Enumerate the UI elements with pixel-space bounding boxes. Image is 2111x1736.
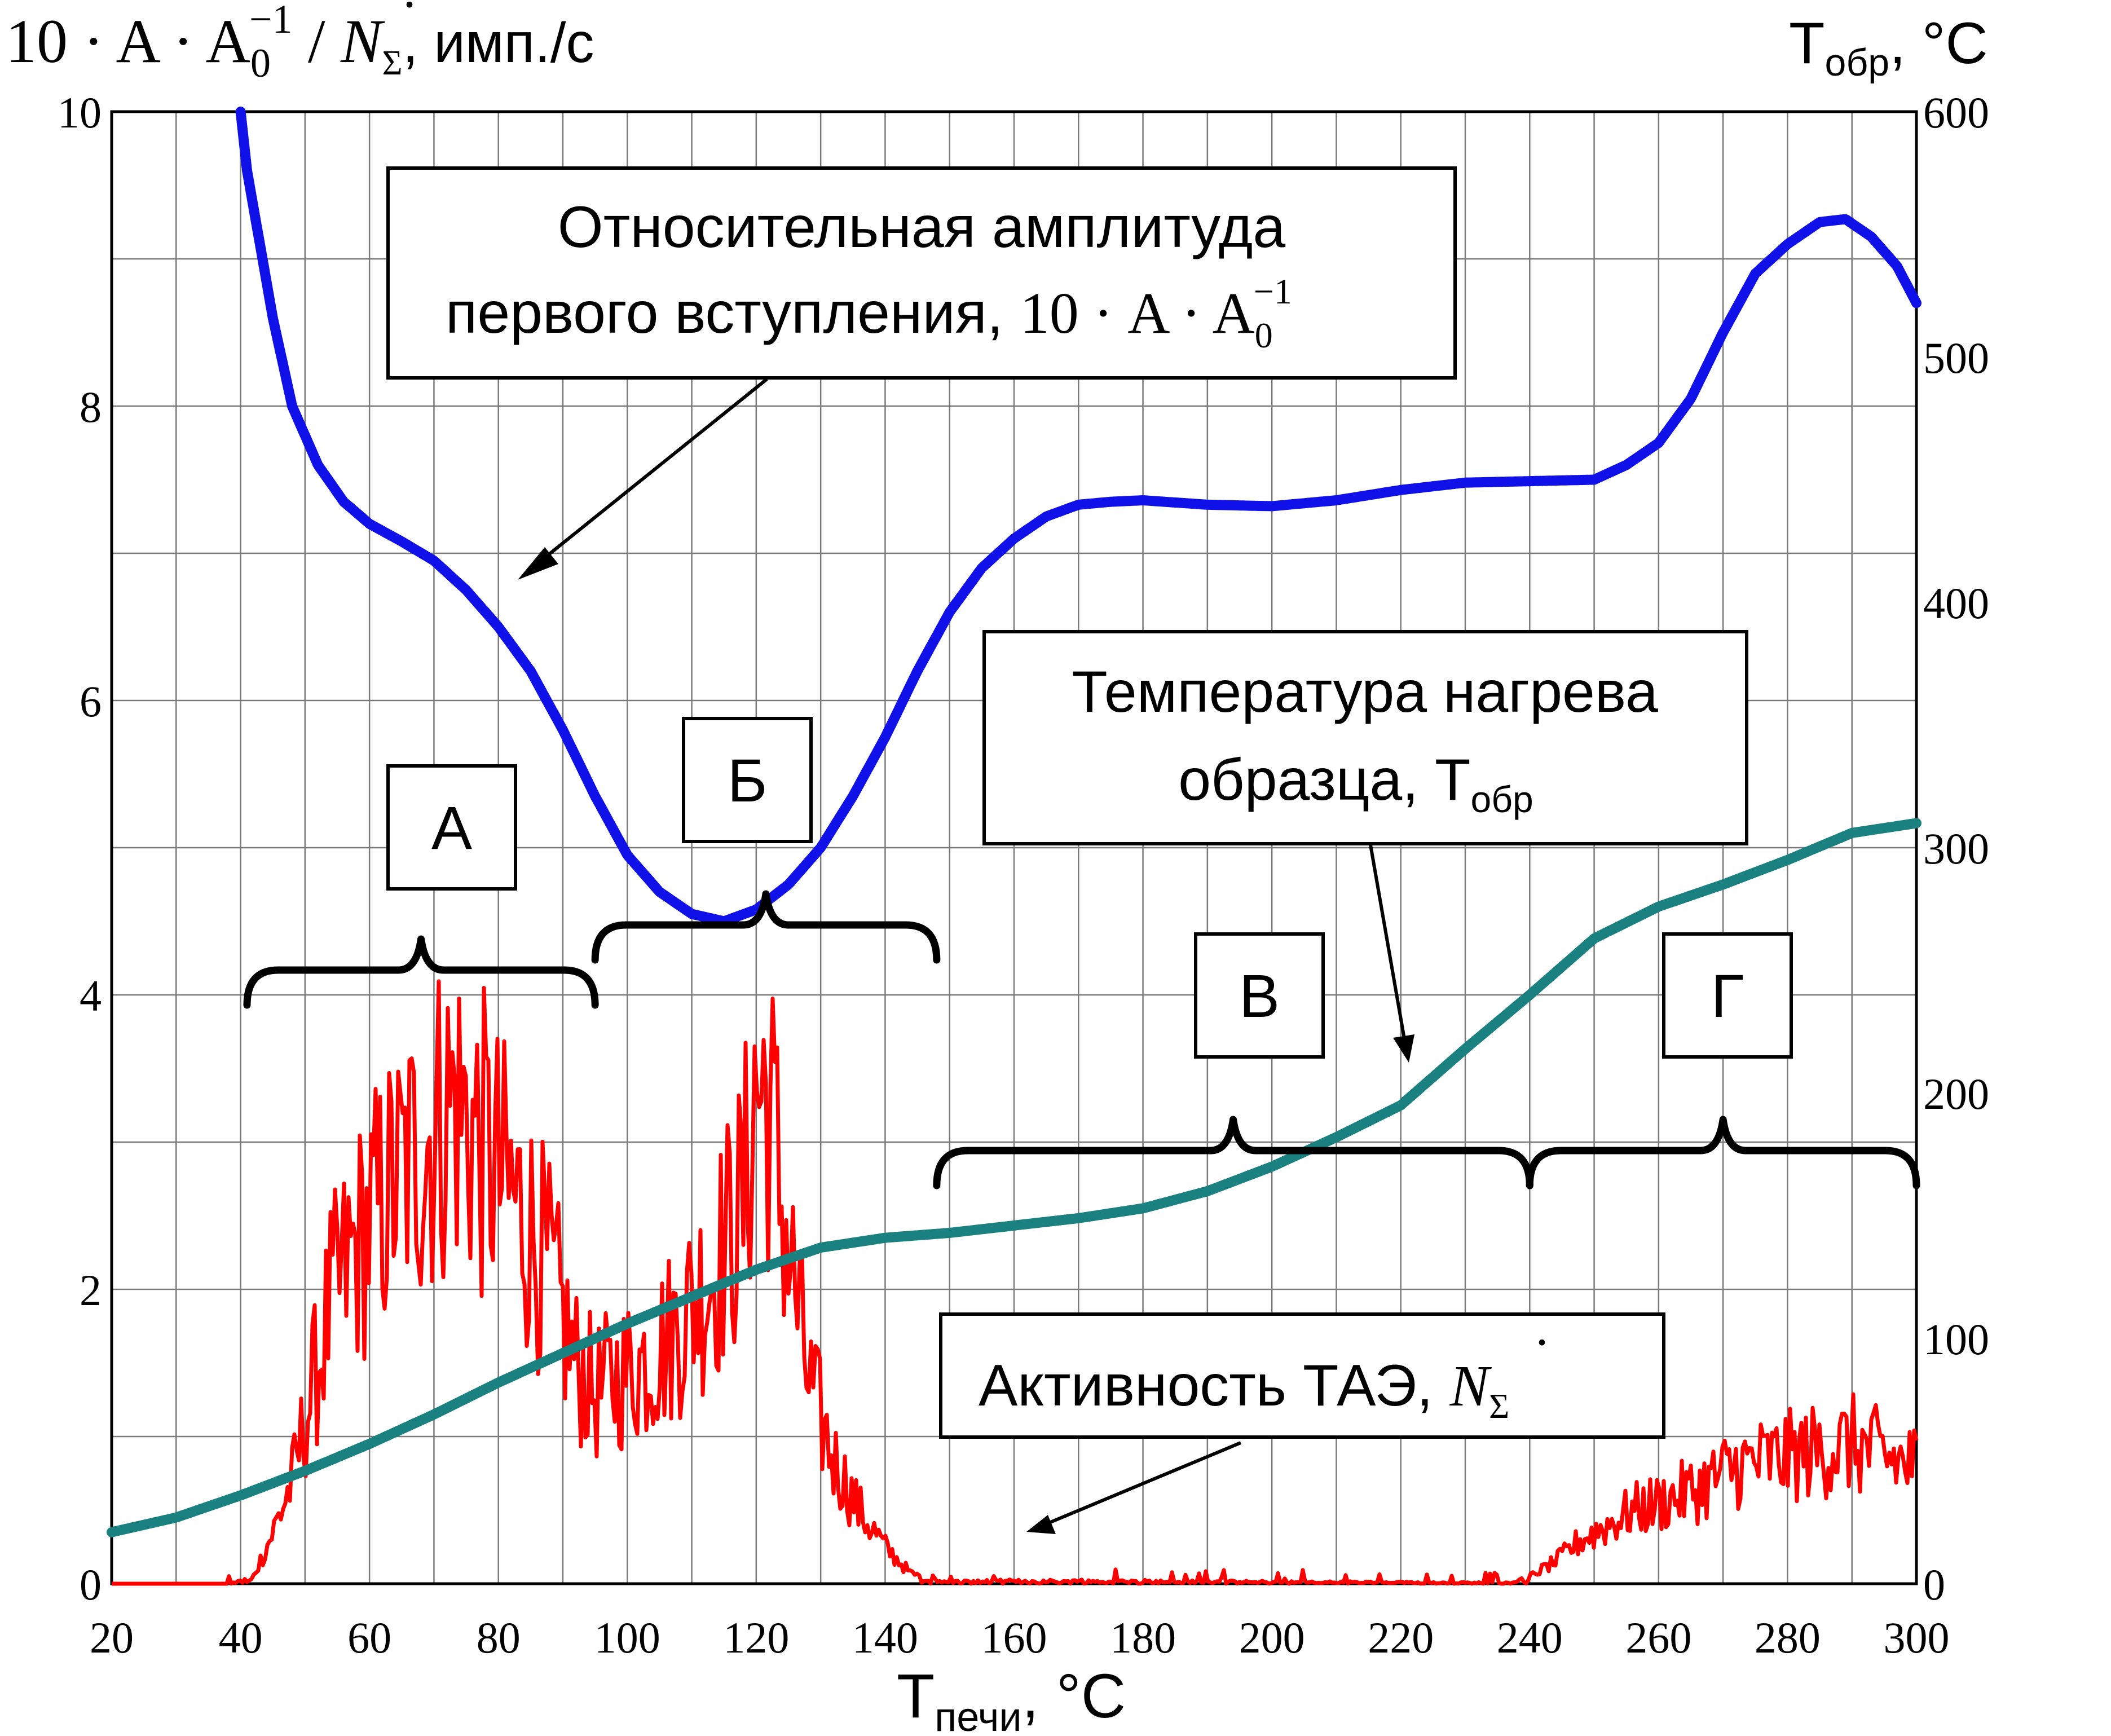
activity-annotation-box [939, 1312, 1665, 1439]
x-tick-label: 20 [90, 1613, 134, 1662]
tick-labels: 20 40 60 80 100 120 140 160 180 200 220 240 260 280 30… [58, 88, 1989, 1662]
activity-annotation-dot: · [1533, 1315, 1550, 1371]
y-left-axis-title: 10 · A · A0−1 / NΣ, имп./с [6, 0, 594, 86]
y-left-tick-label: 8 [80, 382, 102, 431]
activity-arrowhead [1026, 1515, 1056, 1534]
temperature-arrowhead [1393, 1034, 1414, 1063]
x-tick-label: 120 [723, 1613, 789, 1662]
region-label-box [1662, 932, 1793, 1059]
y-right-tick-label: 100 [1923, 1315, 1989, 1364]
temperature-annotation: Температура нагрева образца, Tобр [982, 630, 1748, 1063]
y-left-tick-label: 4 [80, 971, 102, 1020]
amplitude-annotation-line1: Относительная амплитуда [558, 195, 1286, 260]
x-tick-label: 40 [219, 1613, 263, 1662]
x-tick-label: 260 [1625, 1613, 1691, 1662]
region-label: Г [1711, 962, 1744, 1030]
amplitude-annotation-line2: первого вступления, 10 · A · A0−1 [446, 271, 1292, 355]
x-tick-label: 220 [1368, 1613, 1434, 1662]
x-tick-label: 100 [594, 1613, 660, 1662]
amplitude-arrowhead [518, 547, 558, 580]
series-amplitude [235, 107, 1922, 927]
region-brace [243, 935, 599, 1009]
y-right-tick-label: 200 [1923, 1069, 1989, 1118]
y-right-axis-title: Tобр, °C [1789, 11, 1988, 84]
x-tick-label: 80 [477, 1613, 521, 1662]
x-tick-label: 180 [1110, 1613, 1176, 1662]
temperature-annotation-box [982, 630, 1748, 845]
x-tick-label: 140 [852, 1613, 918, 1662]
y-right-tick-label: 0 [1923, 1560, 1945, 1609]
region-label: А [431, 794, 472, 862]
x-tick-label: 280 [1755, 1613, 1821, 1662]
amplitude-annotation-box [386, 166, 1457, 380]
temperature-arrow [1369, 844, 1406, 1039]
amplitude-annotation: Относительная амплитуда первого вступлен… [386, 166, 1457, 580]
series-sample-temperature [107, 818, 1922, 1537]
y-right-tick-label: 600 [1923, 88, 1989, 137]
x-tick-label: 60 [347, 1613, 391, 1662]
x-tick-label: 300 [1884, 1613, 1950, 1662]
region-label-box [1194, 932, 1325, 1059]
region-label: Б [728, 746, 768, 814]
y-left-tick-label: 0 [80, 1560, 102, 1609]
x-tick-label: 160 [981, 1613, 1047, 1662]
y-right-tick-label: 500 [1923, 333, 1989, 382]
y-left-tick-label: 6 [80, 677, 102, 726]
region-brace [591, 890, 941, 964]
y-left-tick-label: 10 [58, 88, 102, 137]
series-activity [112, 979, 1919, 1586]
y-left-tick-label: 2 [80, 1266, 102, 1315]
regions: А Б В Г [243, 717, 1920, 1189]
temperature-annotation-line2: образца, Tобр [1178, 747, 1533, 820]
region-brace [933, 1116, 1533, 1189]
x-tick-label: 200 [1239, 1613, 1305, 1662]
x-axis-title: Tпечи, °C [897, 1662, 1126, 1736]
region-label-box [682, 717, 813, 843]
activity-annotation: Активность ТАЭ, NΣ · [939, 1312, 1665, 1534]
region-brace [1526, 1116, 1920, 1189]
y-right-tick-label: 400 [1923, 579, 1989, 628]
amplitude-arrow [536, 377, 768, 566]
y-right-tick-label: 300 [1923, 824, 1989, 873]
activity-annotation-text: Активность ТАЭ, NΣ [979, 1353, 1509, 1426]
region-label: В [1239, 962, 1280, 1030]
activity-arrow [1048, 1441, 1242, 1524]
temperature-annotation-line1: Температура нагрева [1072, 659, 1658, 725]
series-layer [107, 107, 1922, 1586]
x-tick-label: 240 [1497, 1613, 1563, 1662]
plot-frame [110, 110, 1918, 1585]
region-label-box [386, 764, 517, 891]
y-left-axis-dot: · [401, 0, 418, 33]
